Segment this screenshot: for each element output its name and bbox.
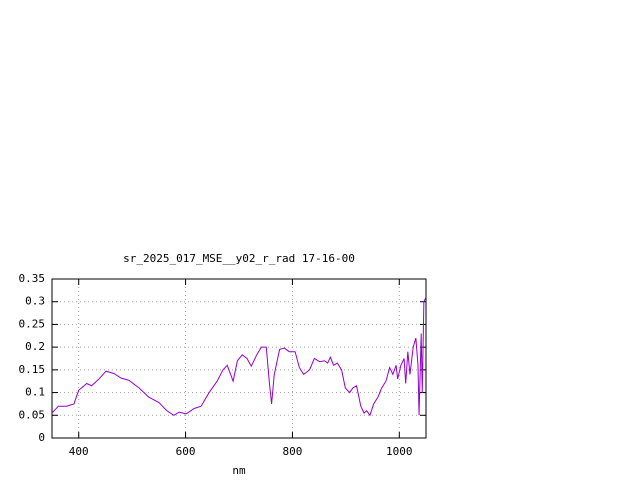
y-tick-label: 0.2 xyxy=(25,340,45,353)
data-line xyxy=(51,296,427,417)
y-tick-label: 0.25 xyxy=(19,317,46,330)
y-tick-label: 0 xyxy=(38,431,45,444)
chart-title: sr_2025_017_MSE__y02_r_rad 17-16-00 xyxy=(123,252,355,265)
y-tick-label: 0.05 xyxy=(19,408,46,421)
x-tick-label: 400 xyxy=(69,445,89,458)
y-tick-label: 0.3 xyxy=(25,295,45,308)
x-tick-label: 800 xyxy=(282,445,302,458)
plot-border xyxy=(51,278,427,439)
x-tick-label: 600 xyxy=(176,445,196,458)
y-tick-label: 0.1 xyxy=(25,386,45,399)
x-tick-label: 1000 xyxy=(386,445,413,458)
y-tick-label: 0.35 xyxy=(19,272,46,285)
y-tick-label: 0.15 xyxy=(19,363,46,376)
x-axis-label: nm xyxy=(232,464,246,477)
